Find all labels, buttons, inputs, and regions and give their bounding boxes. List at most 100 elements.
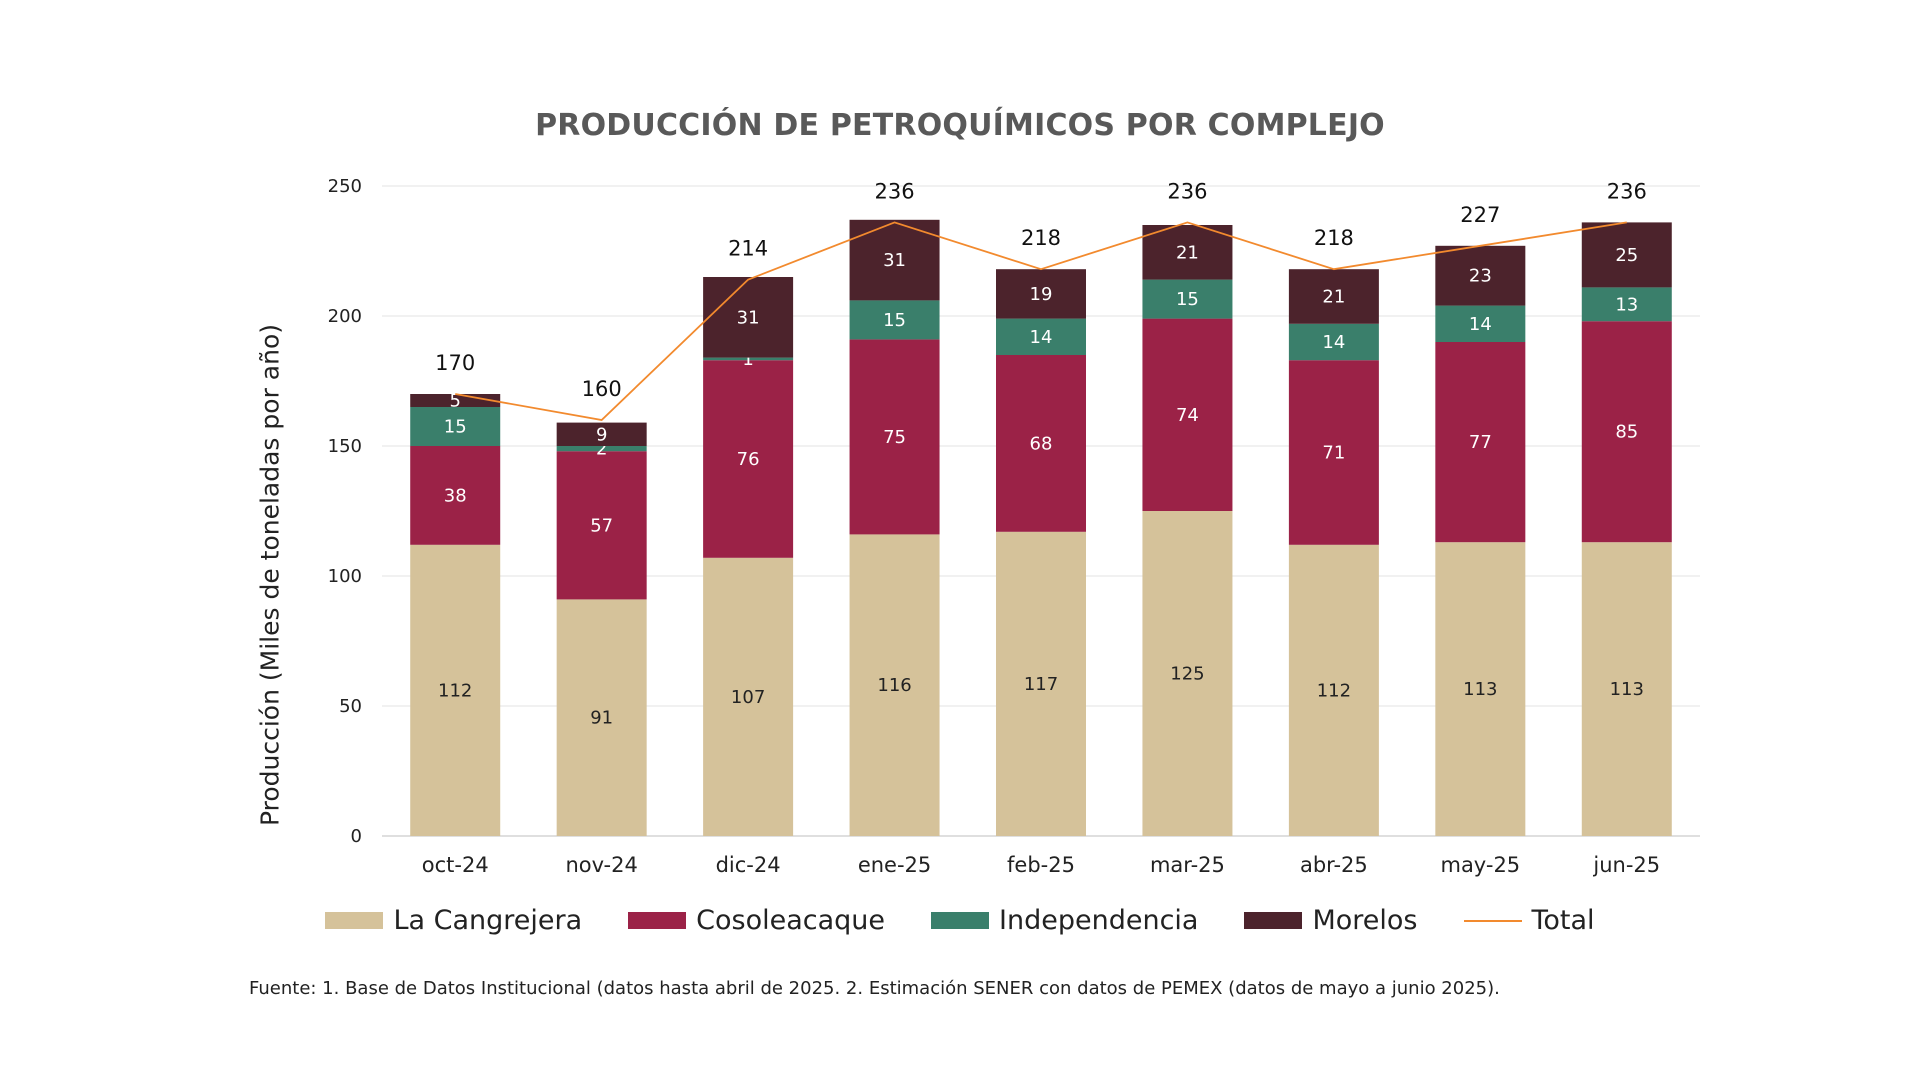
total-value-label: 236 [1167, 179, 1207, 203]
y-tick-label: 150 [328, 436, 362, 457]
bar-value-label: 113 [1610, 679, 1644, 700]
y-tick-label: 50 [339, 696, 362, 717]
bar-value-label: 14 [1030, 327, 1053, 348]
bar-value-label: 71 [1322, 443, 1345, 464]
bar-segment [1142, 318, 1233, 511]
bar-value-label: 38 [444, 485, 467, 506]
bar-segment [996, 269, 1086, 319]
bar-segment [849, 534, 940, 836]
total-line [455, 221, 1627, 421]
bar-value-label: 13 [1615, 294, 1638, 315]
legend-item: Independencia [931, 905, 1198, 936]
bar-value-label: 85 [1615, 422, 1638, 443]
bar-value-label: 1 [742, 349, 753, 370]
bar-segment [1581, 287, 1672, 322]
bar-value-label: 19 [1030, 284, 1053, 305]
bar-value-label: 57 [590, 515, 613, 536]
bar-segment [1581, 222, 1672, 288]
bar-segment [703, 360, 794, 558]
x-tick-label: may-25 [1440, 853, 1520, 877]
legend-swatch [931, 912, 990, 929]
legend-label: Independencia [999, 905, 1199, 936]
x-tick-label: feb-25 [1007, 853, 1075, 877]
total-value-label: 218 [1021, 226, 1061, 250]
bar-segment [1142, 279, 1233, 319]
bar-value-label: 116 [877, 675, 911, 696]
bar-value-label: 21 [1176, 242, 1199, 263]
bar-value-label: 112 [1317, 680, 1351, 701]
y-tick-label: 200 [328, 306, 362, 327]
bar-segment [556, 599, 647, 836]
bar-segment [703, 357, 794, 361]
bar-segment [1435, 245, 1526, 306]
bar-value-label: 31 [883, 250, 906, 271]
bar-segment [703, 277, 794, 358]
bar-segment [1435, 342, 1526, 543]
bar-segment [1581, 542, 1672, 836]
bar-value-label: 14 [1322, 332, 1345, 353]
bar-value-label: 74 [1176, 405, 1199, 426]
bar-segment [703, 557, 794, 836]
source-note: Fuente: 1. Base de Datos Institucional (… [249, 978, 1500, 999]
bar-segment [996, 355, 1086, 532]
legend-label: Cosoleacaque [696, 905, 886, 936]
chart-legend: La Cangrejera Cosoleacaque Independencia Mo… [0, 905, 1920, 936]
bar-segment [556, 422, 647, 446]
bar-value-label: 125 [1170, 664, 1204, 685]
bar-segment [1142, 511, 1233, 836]
bar-segment [1288, 323, 1379, 361]
bar-value-label: 25 [1615, 245, 1638, 266]
bar-value-label: 9 [596, 424, 607, 445]
legend-item: Morelos [1244, 905, 1418, 936]
bar-value-label: 68 [1030, 433, 1053, 454]
y-tick-label: 0 [351, 826, 362, 847]
bar-value-label: 77 [1469, 432, 1492, 453]
legend-label: Total [1531, 905, 1595, 936]
y-tick-label: 100 [328, 566, 362, 587]
bar-segment [556, 451, 647, 600]
legend-item: La Cangrejera [325, 905, 582, 936]
bar-value-label: 91 [590, 708, 613, 729]
bar-segment [410, 407, 501, 446]
total-value-label: 227 [1460, 203, 1500, 227]
total-value-label: 218 [1314, 226, 1354, 250]
bar-value-label: 15 [444, 417, 467, 438]
total-value-label: 170 [435, 351, 475, 375]
x-tick-label: oct-24 [422, 853, 489, 877]
x-tick-label: jun-25 [1592, 853, 1660, 877]
total-value-label: 160 [582, 377, 622, 401]
bar-value-label: 5 [449, 391, 460, 412]
total-value-label: 214 [728, 237, 768, 261]
bar-value-label: 113 [1463, 679, 1497, 700]
bar-segment [1581, 321, 1672, 543]
bar-value-label: 23 [1469, 266, 1492, 287]
bar-value-label: 2 [596, 439, 607, 460]
legend-swatch [1244, 912, 1303, 929]
legend-line-swatch [1463, 919, 1522, 922]
x-tick-label: nov-24 [566, 853, 638, 877]
bar-value-label: 15 [883, 310, 906, 331]
bar-value-label: 31 [737, 307, 760, 328]
bar-segment [410, 446, 501, 545]
y-tick-label: 250 [328, 176, 362, 197]
bar-segment [1435, 305, 1526, 342]
bar-segment [849, 300, 940, 340]
x-tick-label: ene-25 [858, 853, 931, 877]
bar-value-label: 14 [1469, 314, 1492, 335]
legend-item: Total [1463, 905, 1595, 936]
legend-swatch [325, 912, 384, 929]
bar-value-label: 117 [1024, 674, 1058, 695]
chart-title: PRODUCCIÓN DE PETROQUÍMICOS POR COMPLEJO [535, 108, 1385, 143]
bar-segment [556, 446, 647, 452]
total-value-label: 236 [875, 179, 915, 203]
bar-value-label: 75 [883, 427, 906, 448]
legend-swatch [628, 912, 687, 929]
legend-label: Morelos [1312, 905, 1418, 936]
x-tick-label: dic-24 [716, 853, 781, 877]
bar-segment [1142, 225, 1233, 280]
bar-segment [1288, 269, 1379, 324]
legend-label: La Cangrejera [393, 905, 583, 936]
bar-segment [996, 318, 1086, 355]
bar-segment [1435, 542, 1526, 836]
